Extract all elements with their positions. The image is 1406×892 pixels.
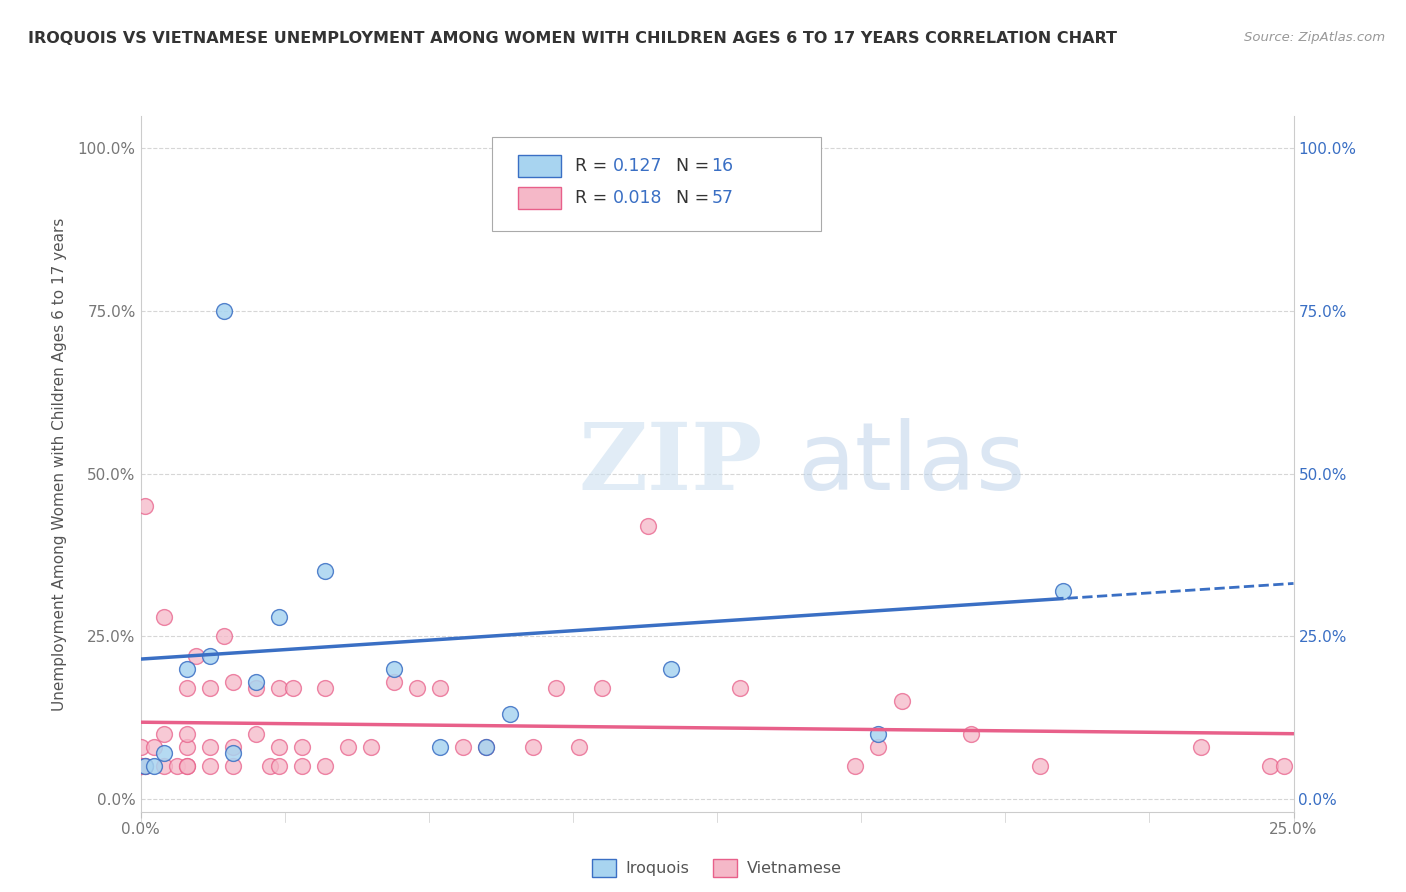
Point (129, 759, 152, 773)
Point (267, 759, 290, 773)
Point (360, 739, 382, 754)
Point (728, 681, 751, 695)
Point (591, 681, 613, 695)
Point (337, 739, 360, 754)
Point (314, 681, 336, 695)
Point (222, 746, 245, 760)
Point (382, 662, 405, 676)
Text: R =: R = (575, 157, 613, 175)
Point (959, 727, 981, 741)
Point (868, 727, 890, 741)
Point (129, 759, 152, 773)
Legend: Iroquois, Vietnamese: Iroquois, Vietnamese (586, 853, 848, 884)
Point (176, 739, 198, 754)
Point (184, 648, 207, 663)
Point (198, 759, 221, 773)
Y-axis label: Unemployment Among Women with Children Ages 6 to 17 years: Unemployment Among Women with Children A… (52, 217, 66, 711)
Point (212, 629, 235, 643)
Point (314, 564, 336, 578)
Point (382, 674, 405, 689)
Point (176, 727, 198, 741)
Point (222, 739, 245, 754)
Point (134, 759, 156, 773)
Point (1052, 583, 1074, 598)
Point (475, 739, 498, 754)
Text: N =: N = (665, 157, 714, 175)
Point (259, 759, 281, 773)
Point (267, 609, 290, 624)
Point (134, 759, 156, 773)
Point (129, 759, 152, 773)
Point (143, 739, 166, 754)
Point (890, 694, 912, 708)
Point (245, 727, 267, 741)
Point (198, 648, 221, 663)
Point (152, 746, 174, 760)
Point (129, 739, 152, 754)
Point (267, 681, 290, 695)
Text: atlas: atlas (797, 417, 1026, 510)
Point (222, 674, 245, 689)
Point (176, 662, 198, 676)
Point (498, 707, 520, 722)
FancyBboxPatch shape (517, 155, 561, 178)
Point (522, 739, 544, 754)
Point (429, 739, 451, 754)
Point (129, 759, 152, 773)
Point (267, 739, 290, 754)
Point (291, 759, 314, 773)
Point (508, 141, 530, 155)
Point (429, 681, 451, 695)
Point (134, 499, 156, 513)
Point (868, 739, 890, 754)
Point (245, 674, 267, 689)
Text: 0.018: 0.018 (613, 189, 662, 207)
Point (152, 759, 174, 773)
Text: Source: ZipAtlas.com: Source: ZipAtlas.com (1244, 31, 1385, 45)
Point (176, 759, 198, 773)
Point (152, 609, 174, 624)
Point (281, 681, 304, 695)
Text: 16: 16 (711, 157, 734, 175)
Point (844, 759, 866, 773)
Point (453, 739, 475, 754)
Point (1189, 739, 1212, 754)
Point (143, 759, 166, 773)
Point (659, 662, 682, 676)
FancyBboxPatch shape (492, 136, 821, 231)
Point (198, 739, 221, 754)
Text: R =: R = (575, 189, 613, 207)
Point (1260, 759, 1282, 773)
Point (152, 727, 174, 741)
Text: ZIP: ZIP (579, 419, 763, 508)
Text: 57: 57 (711, 189, 734, 207)
Point (475, 739, 498, 754)
Point (637, 518, 659, 533)
FancyBboxPatch shape (517, 187, 561, 210)
Point (134, 759, 156, 773)
Point (198, 681, 221, 695)
Point (291, 739, 314, 754)
Text: N =: N = (665, 189, 714, 207)
Text: 0.127: 0.127 (613, 157, 662, 175)
Point (212, 304, 235, 318)
Point (166, 759, 188, 773)
Point (568, 739, 591, 754)
Point (406, 681, 429, 695)
Point (176, 681, 198, 695)
Point (314, 759, 336, 773)
Point (176, 759, 198, 773)
Text: IROQUOIS VS VIETNAMESE UNEMPLOYMENT AMONG WOMEN WITH CHILDREN AGES 6 TO 17 YEARS: IROQUOIS VS VIETNAMESE UNEMPLOYMENT AMON… (28, 31, 1118, 46)
Point (245, 681, 267, 695)
Point (222, 759, 245, 773)
Point (1029, 759, 1052, 773)
Point (544, 681, 567, 695)
Point (1272, 759, 1295, 773)
